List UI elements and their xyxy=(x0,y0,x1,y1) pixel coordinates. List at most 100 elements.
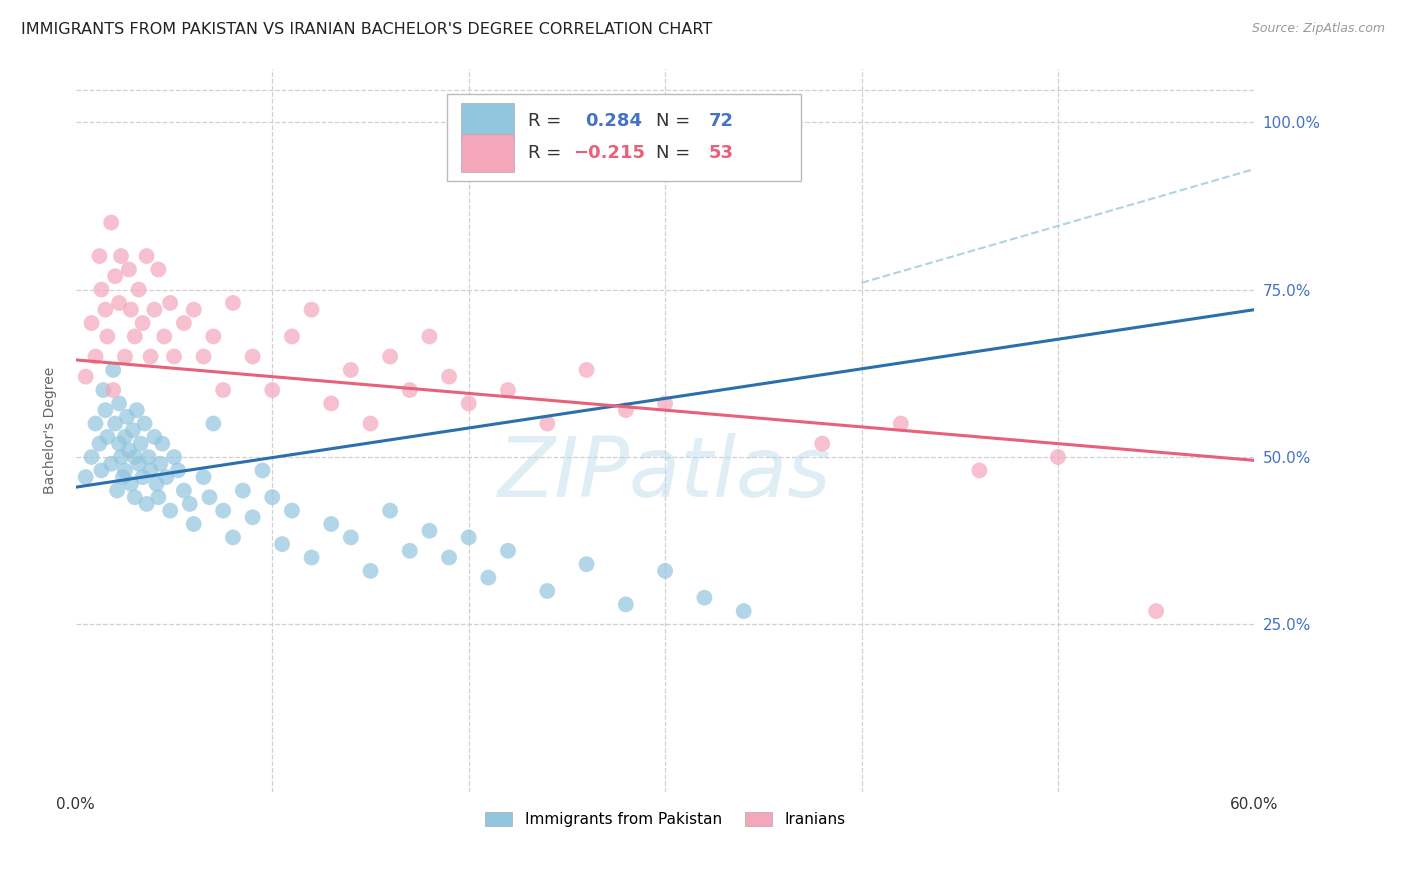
Point xyxy=(173,316,195,330)
Point xyxy=(150,436,173,450)
Point xyxy=(575,363,598,377)
Point xyxy=(536,417,558,431)
Point xyxy=(811,436,834,450)
Point xyxy=(281,329,304,343)
Point xyxy=(114,463,136,477)
Point xyxy=(242,350,264,364)
Point xyxy=(252,463,274,477)
Point xyxy=(131,470,153,484)
Point xyxy=(121,423,143,437)
Y-axis label: Bachelor's Degree: Bachelor's Degree xyxy=(44,367,58,494)
Text: IMMIGRANTS FROM PAKISTAN VS IRANIAN BACHELOR'S DEGREE CORRELATION CHART: IMMIGRANTS FROM PAKISTAN VS IRANIAN BACH… xyxy=(21,22,713,37)
Point xyxy=(129,436,152,450)
Point xyxy=(222,296,245,310)
Point xyxy=(138,450,160,464)
Point xyxy=(134,417,156,431)
Point xyxy=(212,383,235,397)
Point xyxy=(124,450,146,464)
FancyBboxPatch shape xyxy=(461,135,515,172)
Point xyxy=(80,450,103,464)
Point xyxy=(163,350,186,364)
Point xyxy=(193,350,215,364)
Point xyxy=(100,457,122,471)
Text: 72: 72 xyxy=(709,112,734,130)
FancyBboxPatch shape xyxy=(461,103,515,140)
Point xyxy=(89,436,111,450)
Point xyxy=(457,530,479,544)
Point xyxy=(654,396,676,410)
Point xyxy=(183,302,205,317)
Point xyxy=(128,283,150,297)
Point xyxy=(360,564,382,578)
Point xyxy=(437,550,460,565)
Point xyxy=(80,316,103,330)
Point xyxy=(222,530,245,544)
Point xyxy=(120,302,142,317)
Point xyxy=(148,262,170,277)
Point xyxy=(242,510,264,524)
Point xyxy=(93,383,115,397)
Point xyxy=(114,430,136,444)
Point xyxy=(90,283,112,297)
Point xyxy=(159,296,181,310)
Point xyxy=(693,591,716,605)
Point xyxy=(733,604,755,618)
Point xyxy=(437,369,460,384)
Point xyxy=(96,430,118,444)
Point xyxy=(418,329,440,343)
Point xyxy=(131,316,153,330)
Point xyxy=(167,463,190,477)
Point xyxy=(96,329,118,343)
Point xyxy=(153,329,176,343)
Point xyxy=(281,503,304,517)
Point xyxy=(202,329,225,343)
Point xyxy=(110,249,132,263)
Point xyxy=(94,403,117,417)
Point xyxy=(378,350,401,364)
Point xyxy=(360,417,382,431)
Point xyxy=(340,363,363,377)
Point xyxy=(614,403,637,417)
Point xyxy=(232,483,254,498)
Point xyxy=(496,544,519,558)
Point xyxy=(1144,604,1167,618)
Point xyxy=(536,584,558,599)
Point xyxy=(321,396,343,410)
Point xyxy=(108,296,131,310)
Point xyxy=(418,524,440,538)
Point xyxy=(202,417,225,431)
Point xyxy=(100,216,122,230)
Point xyxy=(118,443,141,458)
Point xyxy=(124,329,146,343)
Point xyxy=(143,302,166,317)
Point xyxy=(271,537,294,551)
Point xyxy=(135,497,157,511)
Point xyxy=(104,269,127,284)
Text: N =: N = xyxy=(655,145,696,162)
Point xyxy=(155,470,177,484)
Point xyxy=(111,470,134,484)
Point xyxy=(120,476,142,491)
Point xyxy=(104,417,127,431)
Point xyxy=(125,403,148,417)
Point xyxy=(108,396,131,410)
Point xyxy=(179,497,201,511)
Text: R =: R = xyxy=(529,145,568,162)
Text: N =: N = xyxy=(655,112,696,130)
Point xyxy=(496,383,519,397)
Text: −0.215: −0.215 xyxy=(574,145,645,162)
Point xyxy=(198,490,221,504)
Point xyxy=(84,350,107,364)
Point xyxy=(159,503,181,517)
Point xyxy=(378,503,401,517)
Text: ZIPatlas: ZIPatlas xyxy=(498,434,832,514)
Point xyxy=(139,350,162,364)
Point xyxy=(124,490,146,504)
Point xyxy=(163,450,186,464)
Point xyxy=(110,450,132,464)
Text: R =: R = xyxy=(529,112,568,130)
Point xyxy=(321,516,343,531)
Point xyxy=(115,409,138,424)
Point xyxy=(90,463,112,477)
Point xyxy=(114,350,136,364)
